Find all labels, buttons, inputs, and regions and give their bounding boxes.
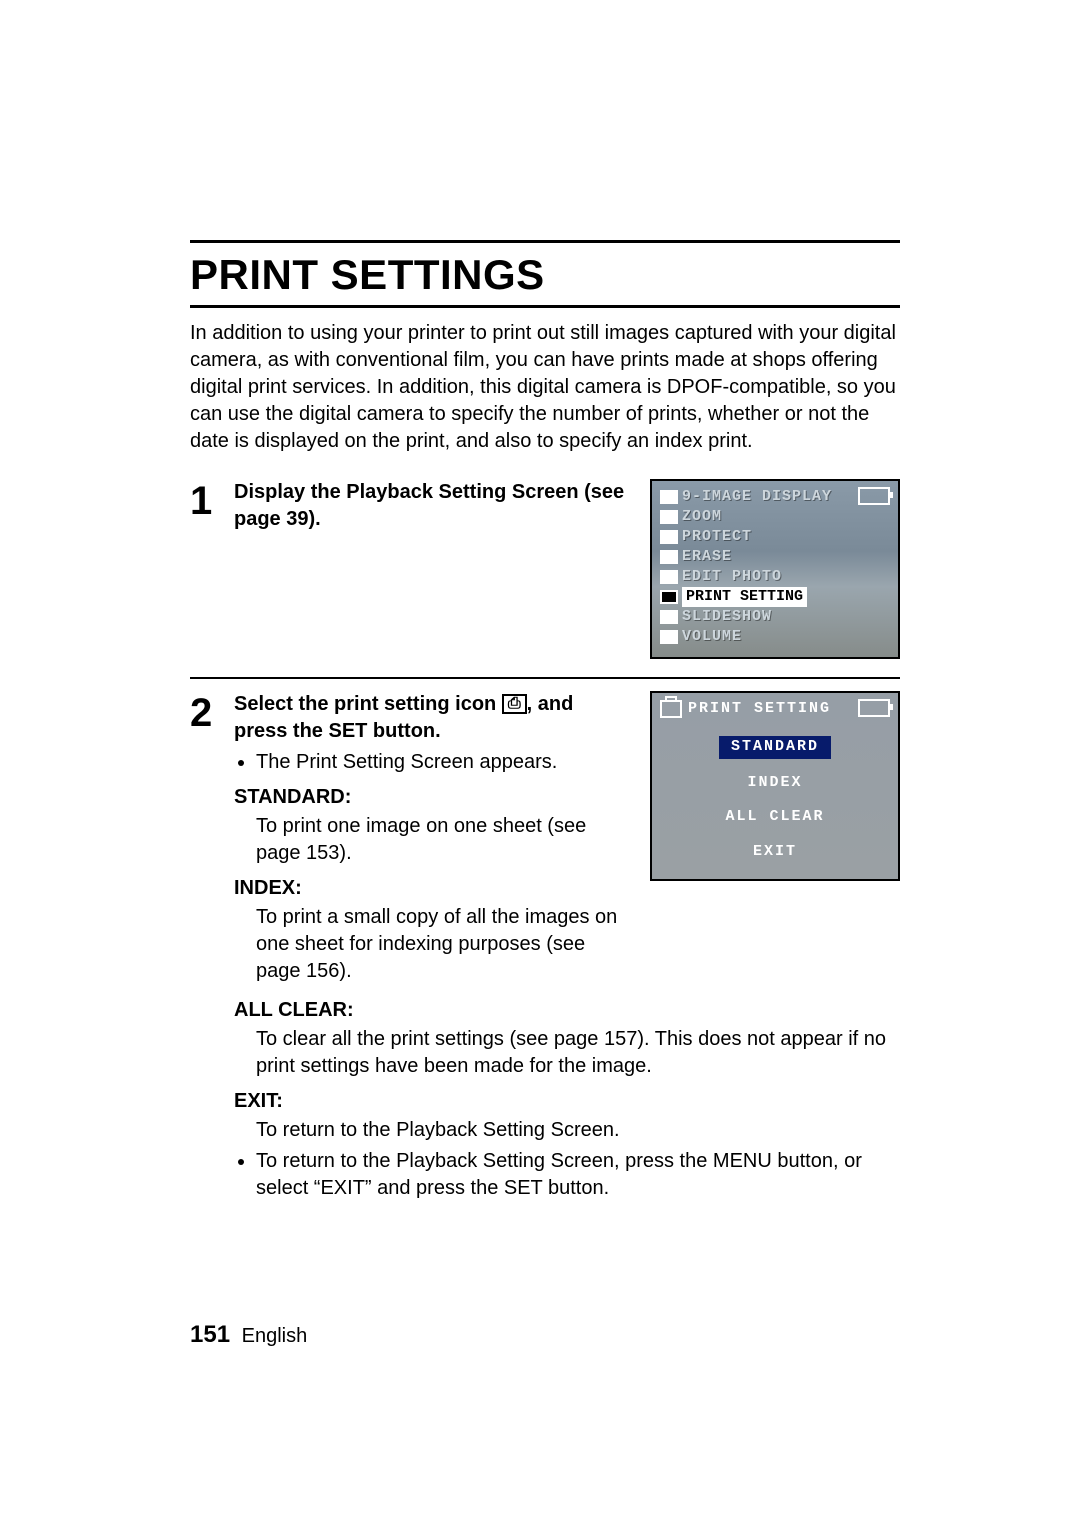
playback-menu-item: PRINT SETTING xyxy=(658,587,892,607)
step-number: 1 xyxy=(190,479,234,521)
menu-item-label: EDIT PHOTO xyxy=(682,567,782,587)
menu-item-label: 9-IMAGE DISPLAY xyxy=(682,487,832,507)
def-exit-body: To return to the Playback Setting Screen… xyxy=(234,1117,900,1144)
playback-menu-item: ERASE xyxy=(658,547,892,567)
print-setting-screen: PRINT SETTING STANDARD INDEX ALL CLEAR EXIT xyxy=(650,691,900,881)
menu-item-icon xyxy=(660,570,678,584)
battery-icon xyxy=(858,487,890,505)
print-setting-icon: ⎙ xyxy=(502,694,527,714)
playback-menu-item: EDIT PHOTO xyxy=(658,567,892,587)
printer-icon xyxy=(660,700,682,718)
playback-setting-screen: 9-IMAGE DISPLAYZOOMPROTECTERASEEDIT PHOT… xyxy=(650,479,900,659)
manual-page: PRINT SETTINGS In addition to using your… xyxy=(0,0,1080,1529)
step2-instruction: Select the print setting icon ⎙, and pre… xyxy=(234,691,630,745)
def-exit-label: EXIT: xyxy=(234,1088,900,1115)
page-language: English xyxy=(242,1325,308,1347)
playback-menu-item: PROTECT xyxy=(658,527,892,547)
page-title: PRINT SETTINGS xyxy=(190,251,900,299)
menu-item-icon xyxy=(660,550,678,564)
def-allclear-label: ALL CLEAR: xyxy=(234,997,900,1024)
step2-bullet-return: To return to the Playback Setting Screen… xyxy=(256,1148,900,1202)
intro-paragraph: In addition to using your printer to pri… xyxy=(190,320,900,455)
page-number: 151 xyxy=(190,1321,230,1348)
print-setting-option: EXIT xyxy=(753,842,797,862)
menu-item-label: ERASE xyxy=(682,547,732,567)
menu-item-label: ZOOM xyxy=(682,507,722,527)
step2-bullet-appears: The Print Setting Screen appears. xyxy=(256,749,630,776)
playback-menu-item: VOLUME xyxy=(658,627,892,647)
print-setting-options: STANDARD INDEX ALL CLEAR EXIT xyxy=(652,723,898,879)
step-1: 1 Display the Playback Setting Screen (s… xyxy=(190,479,900,659)
menu-item-label: SLIDESHOW xyxy=(682,607,772,627)
print-setting-option: STANDARD xyxy=(719,736,831,758)
def-index-label: INDEX: xyxy=(234,875,630,902)
print-setting-header-label: PRINT SETTING xyxy=(688,699,831,719)
menu-item-label: PRINT SETTING xyxy=(682,587,807,607)
playback-menu-item: ZOOM xyxy=(658,507,892,527)
menu-item-icon xyxy=(660,630,678,644)
step1-instruction: Display the Playback Setting Screen (see… xyxy=(234,479,630,533)
step-number: 2 xyxy=(190,691,234,733)
def-standard-body: To print one image on one sheet (see pag… xyxy=(234,813,630,867)
step2-column: Select the print setting icon ⎙, and pre… xyxy=(234,691,630,989)
menu-item-label: VOLUME xyxy=(682,627,742,647)
mid-rule xyxy=(190,677,900,679)
step2-lead-a: Select the print setting icon xyxy=(234,693,502,715)
page-footer: 151 English xyxy=(190,1321,307,1349)
print-setting-option: INDEX xyxy=(747,773,802,793)
menu-item-icon xyxy=(660,530,678,544)
battery-icon xyxy=(858,699,890,717)
step-2: 2 Select the print setting icon ⎙, and p… xyxy=(190,691,900,1206)
menu-item-label: PROTECT xyxy=(682,527,752,547)
print-setting-option: ALL CLEAR xyxy=(725,807,824,827)
menu-item-icon xyxy=(660,510,678,524)
def-allclear-body: To clear all the print settings (see pag… xyxy=(234,1026,900,1080)
menu-item-icon xyxy=(660,610,678,624)
title-rule xyxy=(190,305,900,308)
playback-menu-item: 9-IMAGE DISPLAY xyxy=(658,487,892,507)
playback-menu-item: SLIDESHOW xyxy=(658,607,892,627)
def-index-body: To print a small copy of all the images … xyxy=(234,904,630,985)
menu-item-icon xyxy=(660,590,678,604)
playback-menu-list: 9-IMAGE DISPLAYZOOMPROTECTERASEEDIT PHOT… xyxy=(652,481,898,653)
def-standard-label: STANDARD: xyxy=(234,784,630,811)
top-rule xyxy=(190,240,900,243)
menu-item-icon xyxy=(660,490,678,504)
